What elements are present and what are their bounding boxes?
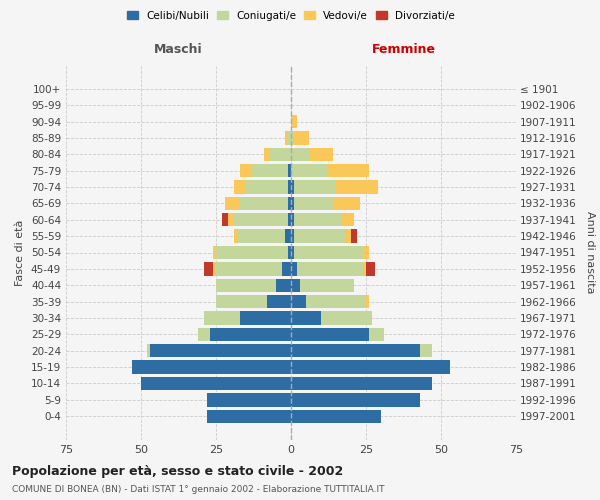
Bar xyxy=(246,180,288,194)
Bar xyxy=(288,246,291,259)
Bar xyxy=(228,213,234,226)
Text: Maschi: Maschi xyxy=(154,43,203,56)
Bar xyxy=(204,312,240,324)
Bar xyxy=(321,312,372,324)
Bar xyxy=(216,246,288,259)
Bar xyxy=(291,278,300,292)
Bar xyxy=(291,360,450,374)
Bar xyxy=(267,295,291,308)
Bar xyxy=(291,344,420,358)
Bar xyxy=(291,262,297,276)
Bar xyxy=(420,344,432,358)
Bar xyxy=(291,115,297,128)
Bar xyxy=(291,328,369,341)
Bar xyxy=(291,196,294,210)
Bar xyxy=(294,246,363,259)
Bar xyxy=(291,246,294,259)
Bar xyxy=(291,131,294,144)
Bar xyxy=(291,213,294,226)
Bar xyxy=(237,230,285,243)
Bar xyxy=(240,164,252,177)
Bar xyxy=(291,230,294,243)
Bar xyxy=(288,180,291,194)
Bar xyxy=(291,312,321,324)
Bar xyxy=(285,131,288,144)
Bar xyxy=(240,312,291,324)
Bar xyxy=(276,278,291,292)
Bar xyxy=(291,148,309,161)
Bar xyxy=(369,328,384,341)
Bar xyxy=(240,196,288,210)
Bar xyxy=(234,230,237,243)
Bar xyxy=(294,131,309,144)
Bar xyxy=(213,262,216,276)
Bar xyxy=(213,246,216,259)
Legend: Celibi/Nubili, Coniugati/e, Vedovi/e, Divorziati/e: Celibi/Nubili, Coniugati/e, Vedovi/e, Di… xyxy=(123,6,459,25)
Bar xyxy=(270,148,291,161)
Bar xyxy=(252,164,288,177)
Bar xyxy=(294,180,336,194)
Bar xyxy=(294,196,333,210)
Bar xyxy=(294,230,345,243)
Bar xyxy=(210,328,291,341)
Bar xyxy=(342,213,354,226)
Bar xyxy=(291,180,294,194)
Bar xyxy=(207,393,291,406)
Bar xyxy=(300,278,354,292)
Bar xyxy=(285,230,291,243)
Bar xyxy=(363,246,369,259)
Bar xyxy=(294,213,342,226)
Bar xyxy=(345,230,351,243)
Y-axis label: Anni di nascita: Anni di nascita xyxy=(585,211,595,294)
Bar xyxy=(207,410,291,423)
Bar xyxy=(363,262,366,276)
Bar xyxy=(225,196,240,210)
Bar xyxy=(288,213,291,226)
Text: COMUNE DI BONEA (BN) - Dati ISTAT 1° gennaio 2002 - Elaborazione TUTTITALIA.IT: COMUNE DI BONEA (BN) - Dati ISTAT 1° gen… xyxy=(12,485,385,494)
Bar xyxy=(333,196,360,210)
Bar xyxy=(327,164,369,177)
Text: Femmine: Femmine xyxy=(371,43,436,56)
Bar xyxy=(291,377,432,390)
Bar xyxy=(141,377,291,390)
Bar xyxy=(351,230,357,243)
Bar xyxy=(291,164,327,177)
Bar xyxy=(150,344,291,358)
Bar xyxy=(309,148,333,161)
Bar xyxy=(234,213,288,226)
Bar xyxy=(216,262,282,276)
Bar xyxy=(204,262,213,276)
Bar xyxy=(297,262,363,276)
Bar xyxy=(198,328,210,341)
Bar xyxy=(288,196,291,210)
Bar xyxy=(216,295,267,308)
Bar xyxy=(306,295,366,308)
Bar xyxy=(288,131,291,144)
Bar xyxy=(147,344,150,358)
Bar xyxy=(336,180,378,194)
Bar xyxy=(291,410,381,423)
Bar xyxy=(291,393,420,406)
Bar xyxy=(264,148,270,161)
Bar xyxy=(282,262,291,276)
Bar xyxy=(216,278,276,292)
Bar xyxy=(366,295,369,308)
Bar xyxy=(222,213,228,226)
Bar xyxy=(291,295,306,308)
Bar xyxy=(366,262,375,276)
Y-axis label: Fasce di età: Fasce di età xyxy=(16,220,25,286)
Bar xyxy=(288,164,291,177)
Bar xyxy=(234,180,246,194)
Bar xyxy=(132,360,291,374)
Text: Popolazione per età, sesso e stato civile - 2002: Popolazione per età, sesso e stato civil… xyxy=(12,465,343,478)
